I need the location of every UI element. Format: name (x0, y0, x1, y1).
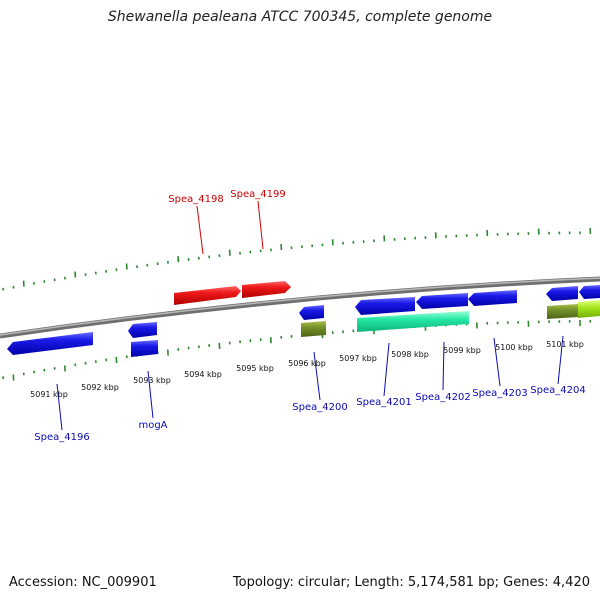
accession-text: Accession: NC_009901 (9, 575, 157, 590)
scale-label-5101: 5101 kbp (546, 340, 584, 349)
label-spea-4203[interactable]: Spea_4203 (472, 388, 527, 399)
scale-label-5093: 5093 kbp (133, 376, 171, 385)
reverse-genes (7, 285, 600, 357)
gene-moga[interactable] (131, 340, 158, 357)
leader-spea-4202 (442, 341, 445, 391)
scale-label-5092: 5092 kbp (81, 383, 119, 392)
label-spea-4201[interactable]: Spea_4201 (356, 397, 411, 408)
gene-spea-4200-upper[interactable] (299, 305, 324, 320)
label-spea-4202[interactable]: Spea_4202 (415, 392, 470, 403)
genome-stats-text: Topology: circular; Length: 5,174,581 bp… (232, 575, 590, 590)
forward-genes (174, 281, 291, 305)
label-leaders (56, 200, 564, 431)
genome-backbone-highlight (0, 277, 600, 336)
gene-next-upper[interactable] (579, 285, 600, 299)
gene-spea-4202[interactable] (416, 293, 468, 309)
leader-spea-4203 (493, 337, 501, 387)
gene-spea-4200[interactable] (301, 321, 326, 337)
leader-spea-4198 (196, 205, 204, 255)
leader-spea-4196 (56, 383, 63, 431)
label-spea-4199[interactable]: Spea_4199 (230, 189, 285, 200)
scale-label-5098: 5098 kbp (391, 350, 429, 359)
scale-labels: 5091 kbp 5092 kbp 5093 kbp 5094 kbp 5095… (30, 340, 584, 399)
scale-label-5097: 5097 kbp (339, 354, 377, 363)
gene-spea-4199[interactable] (242, 281, 291, 298)
gene-spea-4198[interactable] (174, 286, 241, 305)
label-spea-4204[interactable]: Spea_4204 (530, 385, 585, 396)
label-moga[interactable]: mogA (138, 420, 167, 431)
leader-spea-4199 (257, 200, 264, 250)
genome-backbone (0, 276, 600, 339)
gene-moga-upper[interactable] (128, 322, 157, 338)
label-spea-4196[interactable]: Spea_4196 (34, 432, 89, 443)
gene-spea-4204-cds[interactable] (547, 304, 578, 319)
leader-spea-4200 (313, 351, 321, 401)
map-title: Shewanella pealeana ATCC 700345, complet… (107, 9, 493, 25)
leader-spea-4204 (557, 335, 564, 385)
scale-label-5095: 5095 kbp (236, 364, 274, 373)
gene-spea-4203[interactable] (468, 290, 517, 306)
gene-labels: Spea_4198 Spea_4199 Spea_4196 mogA Spea_… (34, 189, 585, 443)
scale-label-5096: 5096 kbp (288, 359, 326, 368)
label-spea-4200[interactable]: Spea_4200 (292, 402, 347, 413)
leader-moga (147, 370, 154, 419)
gene-spea-4201[interactable] (355, 297, 415, 315)
scale-label-5099: 5099 kbp (443, 346, 481, 355)
leader-spea-4201 (383, 342, 390, 397)
gene-next-cds[interactable] (578, 300, 600, 318)
scale-label-5094: 5094 kbp (184, 370, 222, 379)
gene-spea-4196[interactable] (7, 332, 93, 355)
scale-label-5091: 5091 kbp (30, 390, 68, 399)
forward-strand-ticks (2, 227, 592, 291)
gene-spea-4201-cds[interactable] (357, 311, 469, 332)
gene-spea-4204[interactable] (546, 286, 578, 301)
scale-label-5100: 5100 kbp (495, 343, 533, 352)
label-spea-4198[interactable]: Spea_4198 (168, 194, 223, 205)
